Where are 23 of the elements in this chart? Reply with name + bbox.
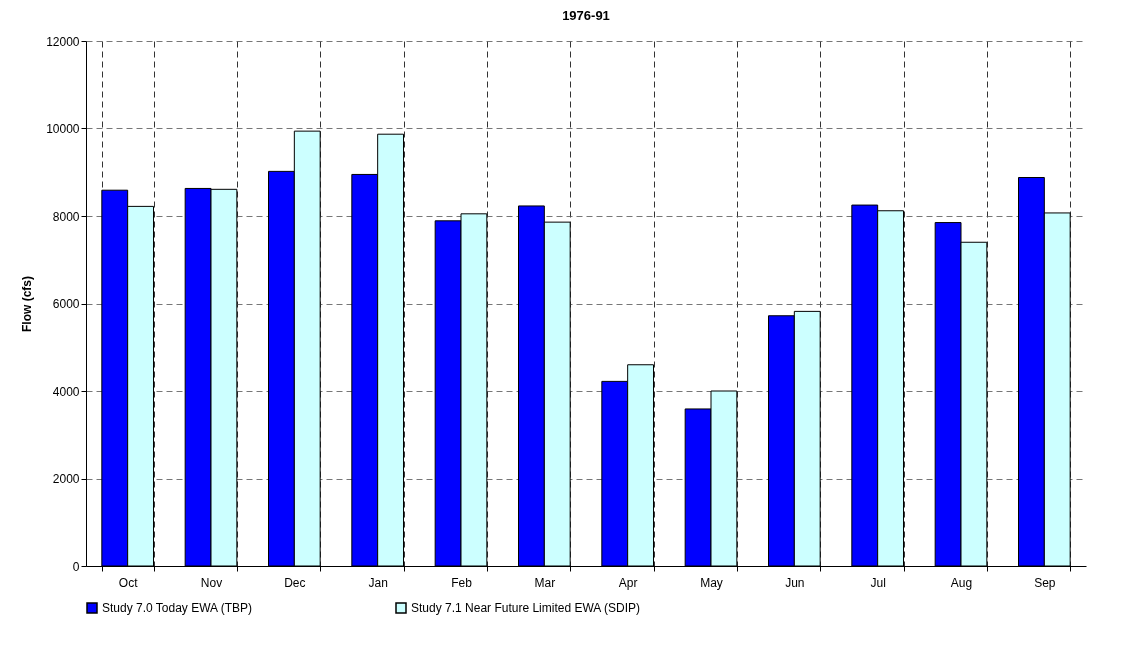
y-tick-label: 10000 bbox=[46, 122, 80, 136]
y-axis-title: Flow (cfs) bbox=[20, 276, 35, 332]
x-tick-label: Sep bbox=[1034, 575, 1056, 590]
chart-title: 1976-91 bbox=[562, 8, 610, 23]
y-tick-label: 12000 bbox=[46, 34, 80, 49]
x-tick-label: Jul bbox=[870, 575, 886, 590]
x-tick-label: Nov bbox=[200, 575, 223, 590]
x-tick-label: Jan bbox=[368, 575, 388, 590]
y-tick-label: 8000 bbox=[52, 209, 80, 224]
legend-label: Study 7.1 Near Future Limited EWA (SDIP) bbox=[411, 601, 640, 615]
x-tick-label: Aug bbox=[950, 575, 973, 590]
x-tick-label: Dec bbox=[284, 575, 306, 590]
x-tick-label: Jun bbox=[785, 575, 805, 590]
legend-label: Study 7.0 Today EWA (TBP) bbox=[102, 601, 253, 615]
x-tick-label: Feb bbox=[451, 575, 473, 590]
y-tick-label: 6000 bbox=[52, 297, 80, 311]
y-tick-label: 2000 bbox=[52, 472, 80, 486]
x-tick-label: May bbox=[700, 575, 723, 590]
x-tick-label: Oct bbox=[118, 575, 139, 590]
x-tick-label: Apr bbox=[618, 575, 638, 590]
y-tick-label: 0 bbox=[72, 559, 80, 574]
y-tick-label: 4000 bbox=[52, 384, 80, 399]
x-tick-label: Mar bbox=[534, 575, 556, 590]
